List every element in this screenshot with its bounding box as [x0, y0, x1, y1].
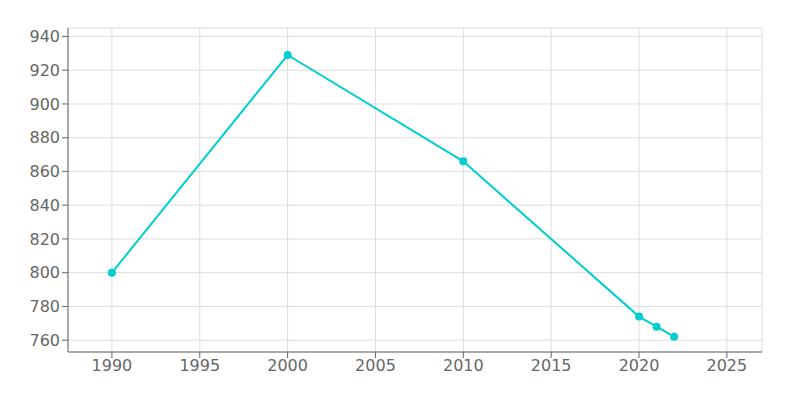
svg-text:840: 840	[29, 196, 60, 215]
svg-text:2000: 2000	[267, 356, 308, 375]
svg-text:880: 880	[29, 128, 60, 147]
svg-text:2020: 2020	[619, 356, 660, 375]
svg-text:2015: 2015	[531, 356, 572, 375]
svg-text:920: 920	[29, 61, 60, 80]
svg-text:780: 780	[29, 297, 60, 316]
svg-text:900: 900	[29, 95, 60, 114]
svg-text:2005: 2005	[355, 356, 396, 375]
svg-text:1990: 1990	[92, 356, 133, 375]
svg-text:860: 860	[29, 162, 60, 181]
svg-text:1995: 1995	[179, 356, 220, 375]
svg-text:800: 800	[29, 263, 60, 282]
svg-text:2010: 2010	[443, 356, 484, 375]
svg-text:940: 940	[29, 27, 60, 46]
svg-text:820: 820	[29, 230, 60, 249]
svg-text:760: 760	[29, 331, 60, 350]
svg-text:2025: 2025	[707, 356, 748, 375]
